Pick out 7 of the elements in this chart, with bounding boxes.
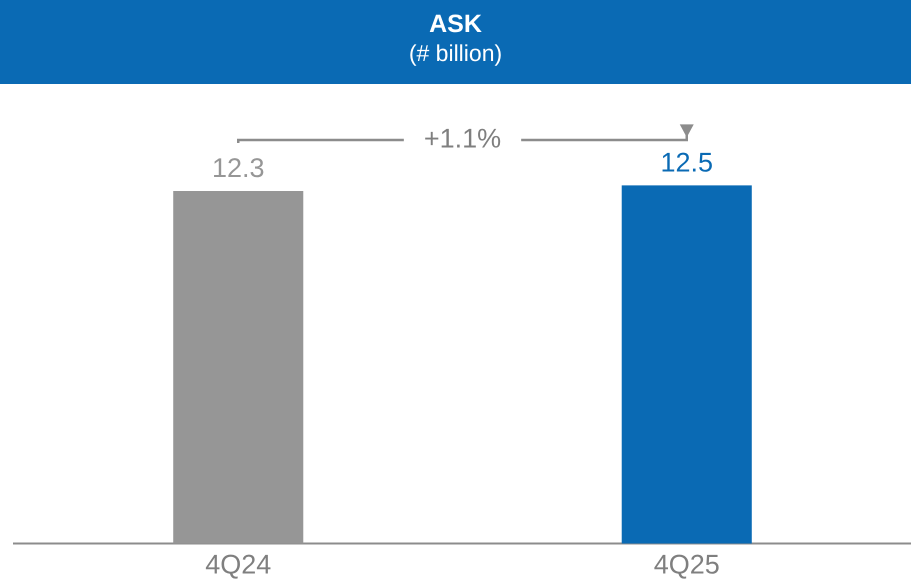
chart-title: ASK	[428, 9, 483, 39]
chart-subtitle: (# billion)	[408, 39, 504, 67]
data-label: 12.3	[212, 153, 265, 184]
text: +1.1%	[424, 123, 502, 154]
x-tick-label: 4Q25	[654, 549, 720, 580]
data-label: 12.5	[660, 147, 714, 178]
x-tick-label: 4Q24	[205, 549, 272, 580]
